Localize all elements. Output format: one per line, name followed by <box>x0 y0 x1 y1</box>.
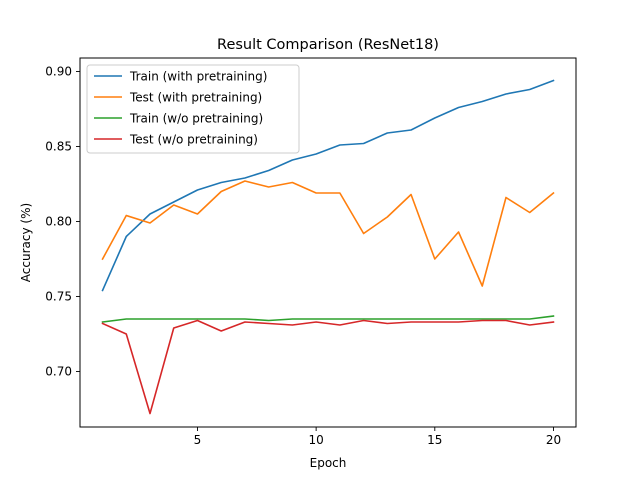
series-line-3 <box>101 315 555 323</box>
series-layer <box>101 79 555 415</box>
series-line-1 <box>101 79 555 292</box>
legend: Train (with pretraining) Test (with pretr… <box>86 64 300 154</box>
series-line-2 <box>101 180 555 287</box>
y-tick-label: 0.70 <box>45 365 72 379</box>
y-tick-label: 0.85 <box>45 140 72 154</box>
legend-label-2: Test (with pretraining) <box>129 91 262 105</box>
x-tick-label: 10 <box>308 433 323 447</box>
legend-box <box>86 64 300 154</box>
chart-title: Result Comparison (ResNet18) <box>217 37 439 53</box>
y-tick-label: 0.80 <box>45 215 72 229</box>
y-axis-ticks: 0.70 0.75 0.80 0.85 0.90 <box>45 65 80 379</box>
y-tick-label: 0.90 <box>45 65 72 79</box>
x-axis-ticks: 5 10 15 20 <box>194 427 561 447</box>
legend-label-3: Train (w/o pretraining) <box>129 112 263 126</box>
y-tick-label: 0.75 <box>45 290 72 304</box>
legend-label-1: Train (with pretraining) <box>129 70 267 84</box>
legend-label-4: Test (w/o pretraining) <box>129 133 258 147</box>
x-axis-label: Epoch <box>310 456 347 470</box>
x-tick-label: 15 <box>427 433 442 447</box>
x-tick-label: 5 <box>194 433 202 447</box>
x-tick-label: 20 <box>546 433 561 447</box>
y-axis-label: Accuracy (%) <box>19 203 33 282</box>
series-line-4 <box>101 319 555 415</box>
plot-frame <box>79 57 577 428</box>
